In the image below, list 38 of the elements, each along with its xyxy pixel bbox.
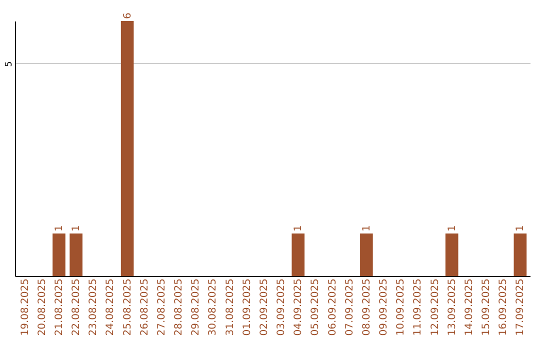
x-tick-label: 31.08.2025 [224, 278, 236, 336]
x-tick-label: 17.09.2025 [515, 278, 526, 336]
data-label: 1 [71, 225, 82, 232]
x-tick-label: 19.08.2025 [20, 278, 31, 336]
x-tick-label: 15.09.2025 [481, 278, 492, 336]
data-label: 6 [122, 12, 134, 19]
x-tick-label: 01.09.2025 [242, 278, 253, 336]
x-tick-label: 10.09.2025 [396, 278, 407, 336]
data-label: 1 [446, 225, 458, 232]
x-tick-label: 22.08.2025 [71, 278, 82, 336]
x-tick-label: 20.08.2025 [36, 278, 48, 336]
x-tick-label: 30.08.2025 [208, 278, 219, 336]
data-label: 1 [54, 225, 65, 232]
x-tick-label: 13.09.2025 [446, 278, 458, 336]
x-tick-label: 16.09.2025 [498, 278, 510, 336]
x-tick-label: 14.09.2025 [464, 278, 475, 336]
x-tick-label: 05.09.2025 [310, 278, 322, 336]
x-tick-label: 02.09.2025 [258, 278, 270, 336]
x-tick-label: 12.09.2025 [430, 278, 441, 336]
x-tick-label: 04.09.2025 [293, 278, 304, 336]
x-tick-label: 28.08.2025 [174, 278, 185, 336]
x-tick-label: 25.08.2025 [122, 278, 134, 336]
x-tick-label: 08.09.2025 [361, 278, 372, 336]
x-tick-label: 24.08.2025 [105, 278, 116, 336]
x-tick-label: 27.08.2025 [156, 278, 168, 336]
x-tick-label: 09.09.2025 [378, 278, 390, 336]
x-tick-label: 11.09.2025 [412, 278, 424, 336]
x-tick-label: 26.08.2025 [139, 278, 150, 336]
x-tick-label: 21.08.2025 [54, 278, 65, 336]
x-tick-label: 07.09.2025 [344, 278, 356, 336]
data-label: 1 [361, 225, 372, 232]
y-tick-label: 5 [4, 61, 14, 67]
data-label: 1 [515, 225, 526, 232]
x-tick-label: 06.09.2025 [327, 278, 338, 336]
data-label: 1 [293, 225, 304, 232]
x-tick-label: 23.08.2025 [88, 278, 100, 336]
x-tick-label: 29.08.2025 [190, 278, 202, 336]
x-tick-label: 03.09.2025 [276, 278, 288, 336]
